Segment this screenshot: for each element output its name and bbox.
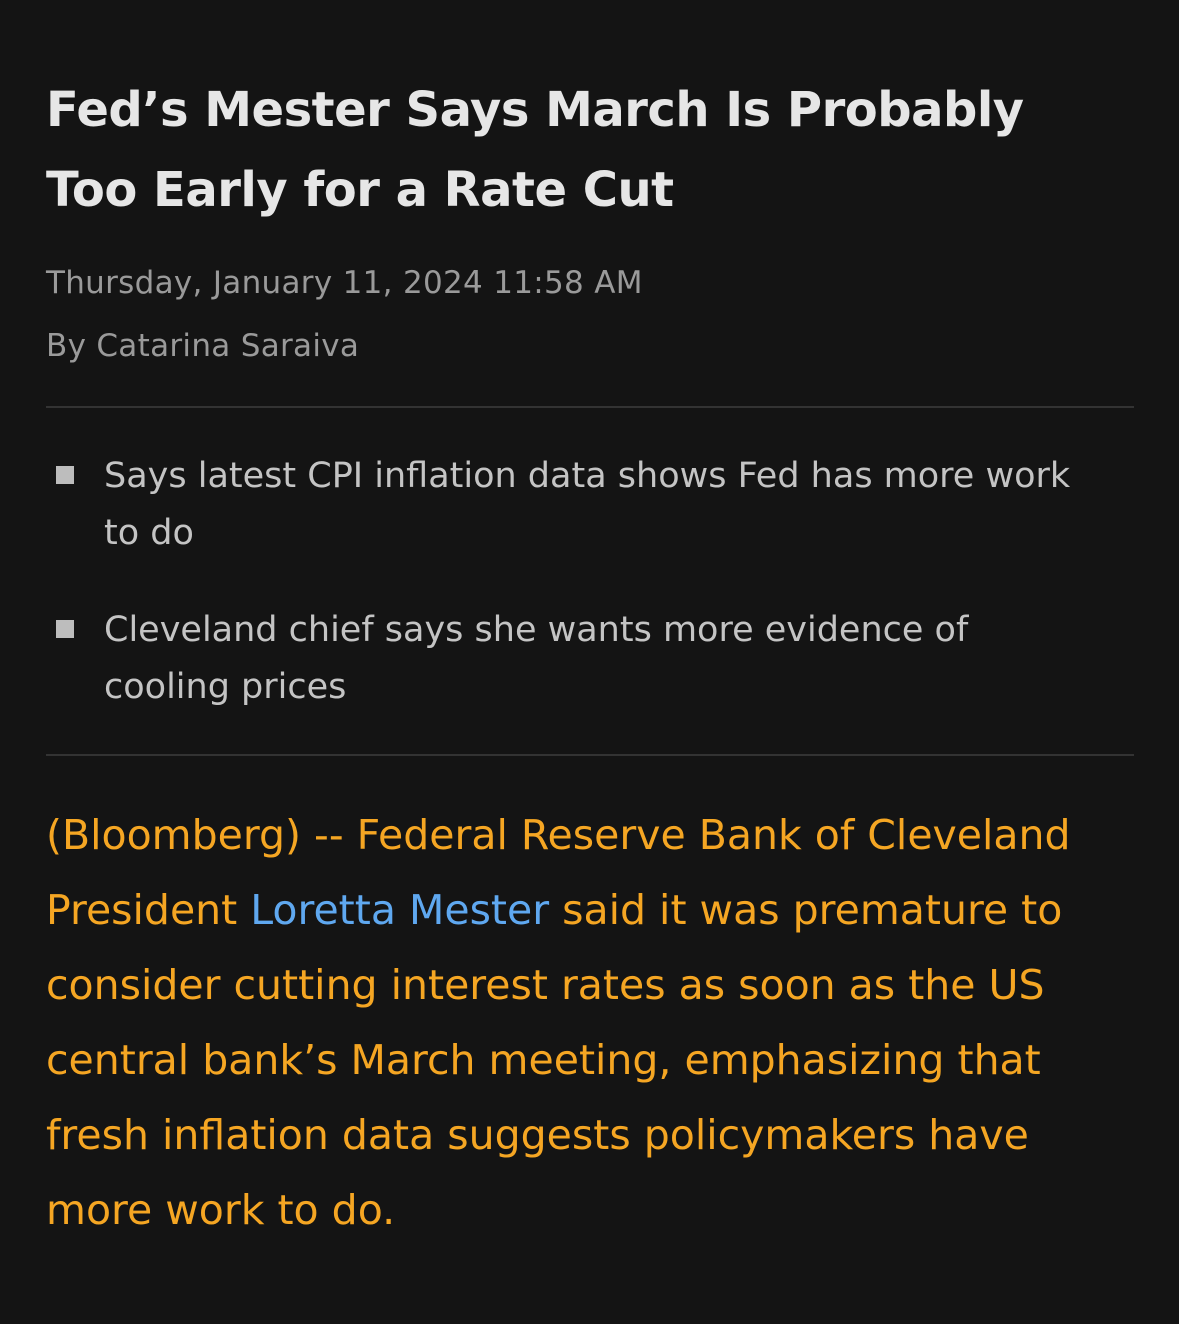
article-headline: Fed’s Mester Says March Is Probably Too … — [46, 82, 1024, 218]
person-link-loretta-mester[interactable]: Loretta Mester — [250, 886, 550, 934]
summary-bullet-text: Cleveland chief says she wants more evid… — [104, 610, 969, 707]
publish-date: Thursday, January 11, 2024 11:58 AM — [46, 265, 643, 301]
summary-bullet-text: Says latest CPI inflation data shows Fed… — [104, 456, 1071, 553]
divider-bottom — [46, 754, 1134, 756]
byline: By Catarina Saraiva — [46, 328, 360, 364]
article: Fed’s Mester Says March Is Probably Too … — [46, 70, 1134, 1248]
summary-bullet: Says latest CPI inflation data shows Fed… — [46, 448, 1104, 562]
summary-bullet: Cleveland chief says she wants more evid… — [46, 602, 1104, 716]
body-text-rest: said it was premature to consider cuttin… — [46, 886, 1063, 1234]
article-meta: Thursday, January 11, 2024 11:58 AM By C… — [46, 252, 1134, 378]
summary-bullets: Says latest CPI inflation data shows Fed… — [46, 408, 1134, 754]
square-bullet-icon — [56, 620, 74, 638]
square-bullet-icon — [56, 466, 74, 484]
divider-top — [46, 406, 1134, 408]
article-body-paragraph: (Bloomberg) -- Federal Reserve Bank of C… — [46, 798, 1086, 1248]
body-text-lead: (Bloomberg) -- Federal Reserve Bank of C… — [46, 811, 1071, 934]
